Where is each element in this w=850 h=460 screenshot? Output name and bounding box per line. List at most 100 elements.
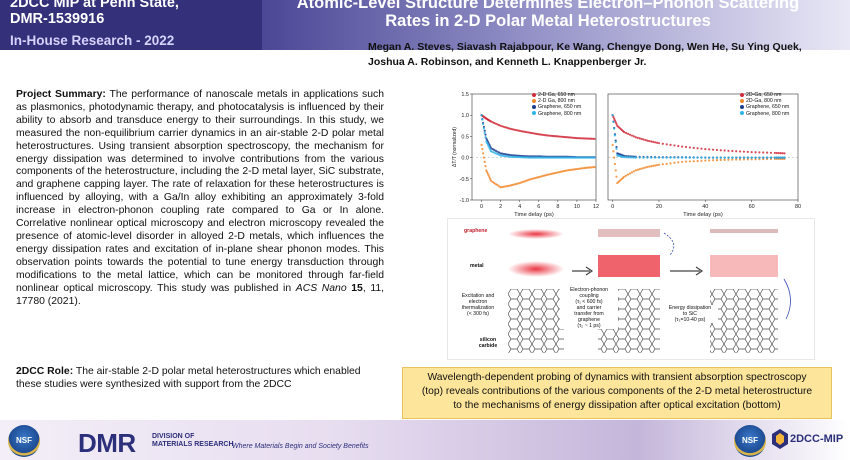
- data-point: [518, 156, 521, 159]
- data-point: [483, 160, 486, 163]
- data-point: [563, 135, 566, 139]
- data-point: [496, 184, 499, 187]
- data-point: [628, 172, 632, 175]
- data-point: [642, 166, 645, 170]
- data-point: [623, 131, 626, 134]
- data-point: [735, 158, 738, 161]
- data-point: [630, 156, 634, 159]
- data-point: [623, 175, 626, 178]
- data-point: [640, 167, 643, 170]
- data-point: [577, 156, 580, 159]
- data-point: [577, 137, 580, 140]
- data-point: [484, 136, 487, 139]
- data-point: [632, 156, 635, 159]
- data-point: [572, 136, 575, 139]
- data-point: [665, 143, 668, 146]
- data-point: [593, 156, 596, 159]
- data-point: [520, 156, 523, 159]
- data-point: [582, 137, 585, 140]
- data-point: [497, 185, 501, 188]
- data-point: [632, 135, 635, 138]
- data-point: [665, 156, 668, 159]
- data-point: [655, 164, 659, 167]
- label-step3: Energy dissipation to SiC (τ₃=10-40 ps): [662, 305, 718, 323]
- data-point: [553, 135, 556, 138]
- data-point: [579, 156, 582, 159]
- data-point: [567, 136, 571, 139]
- data-point: [634, 156, 637, 159]
- data-point: [585, 166, 588, 169]
- data-point: [731, 158, 734, 161]
- data-point: [615, 145, 618, 149]
- chart-long-delay: 0 20 40 60 80 Time delay (ps) 2D-Ga, 650 nm 2…: [600, 88, 805, 218]
- data-point: [509, 153, 512, 157]
- data-point: [625, 131, 628, 135]
- data-point: [558, 135, 561, 138]
- data-point: [708, 156, 711, 159]
- data-point: [628, 156, 632, 159]
- data-point: [481, 148, 484, 151]
- data-point: [486, 143, 489, 146]
- data-point: [750, 158, 753, 161]
- data-point: [654, 156, 657, 159]
- data-point: [677, 156, 680, 159]
- data-point: [688, 146, 691, 149]
- data-point: [657, 156, 661, 159]
- data-point: [723, 156, 726, 159]
- data-point: [591, 166, 594, 169]
- data-point: [585, 137, 588, 140]
- data-point: [762, 151, 765, 154]
- data-point: [528, 156, 531, 159]
- data-point: [611, 114, 614, 117]
- data-point: [746, 158, 749, 161]
- data-point: [480, 143, 483, 146]
- data-point: [696, 147, 699, 150]
- graphene-layer-2: [598, 229, 660, 237]
- program-subtitle: In-House Research - 2022: [10, 33, 175, 48]
- y-axis-label: ΔT/T (normalized): [452, 127, 458, 167]
- dmr-sub-line2: MATERIALS RESEARCH: [152, 441, 234, 448]
- data-point: [708, 159, 711, 162]
- data-point: [614, 121, 617, 124]
- data-point: [715, 156, 719, 159]
- data-point: [512, 155, 515, 158]
- data-point: [537, 156, 540, 159]
- data-point: [777, 151, 780, 155]
- data-point: [566, 156, 569, 159]
- data-point: [571, 156, 574, 159]
- data-point: [532, 156, 536, 159]
- data-point: [611, 143, 614, 146]
- data-point: [485, 169, 488, 172]
- project-summary: Project Summary: The performance of nano…: [16, 89, 384, 308]
- data-point: [615, 122, 618, 126]
- data-point: [487, 174, 490, 177]
- data-point: [650, 165, 653, 168]
- plot-frame: [607, 93, 799, 201]
- data-point: [510, 155, 513, 158]
- legend-item: Graphene, 650 nm: [532, 104, 581, 110]
- data-point: [536, 156, 539, 159]
- author-list: Megan A. Steves, Siavash Rajabpour, Ke W…: [368, 41, 802, 68]
- x-tick-label: 12: [593, 204, 599, 210]
- chart-short-delay: 0 2 4 6 8 10 12 -1.0 -0.5 0.0 0.5 1.0 1.5 ΔT/T (norma…: [448, 88, 603, 218]
- data-point: [773, 156, 776, 159]
- data-point: [758, 156, 761, 159]
- citation-tail: , 11, 17780 (2021).: [16, 282, 385, 307]
- data-point: [661, 163, 664, 166]
- data-point: [513, 155, 517, 159]
- data-point: [669, 143, 672, 146]
- data-point: [613, 156, 616, 159]
- data-point: [640, 137, 643, 141]
- data-point: [485, 140, 488, 143]
- data-point: [750, 150, 753, 154]
- data-point: [613, 127, 616, 130]
- data-point: [688, 156, 691, 159]
- data-point: [742, 156, 746, 159]
- data-point: [648, 165, 651, 168]
- data-point: [642, 156, 645, 159]
- data-point: [575, 136, 579, 140]
- data-point: [700, 159, 703, 162]
- data-point: [742, 150, 746, 153]
- label-step1: Excitation and electron thermalization (…: [461, 293, 495, 317]
- dmr-sub-line1: DIVISION OF: [152, 433, 195, 440]
